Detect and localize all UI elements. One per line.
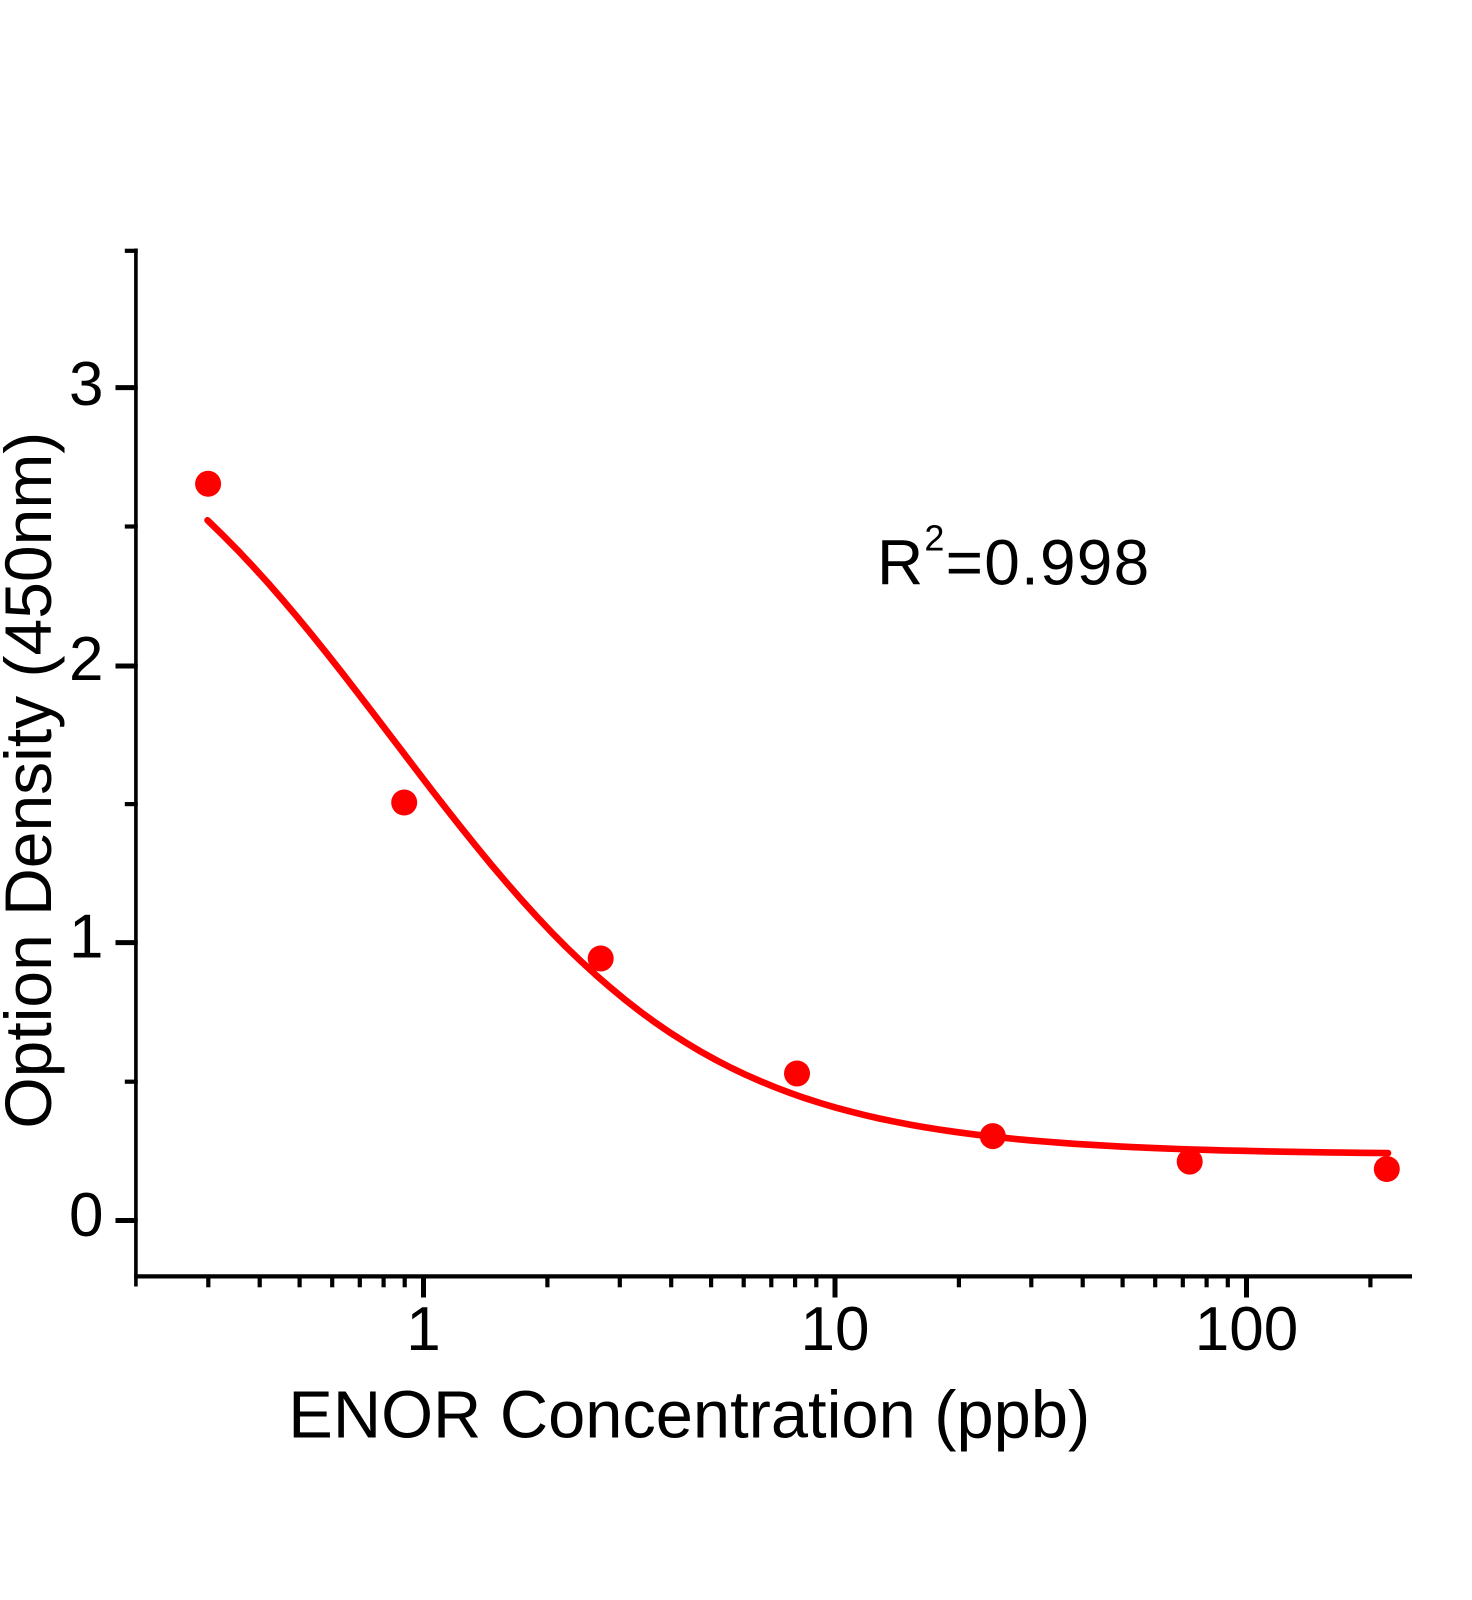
svg-text:1: 1: [69, 903, 103, 972]
svg-text:ENOR Concentration (ppb): ENOR Concentration (ppb): [288, 1379, 1090, 1453]
svg-text:100: 100: [1195, 1295, 1298, 1364]
svg-text:1: 1: [406, 1295, 440, 1364]
svg-text:R2=0.998: R2=0.998: [877, 518, 1150, 599]
svg-text:0: 0: [69, 1181, 103, 1250]
svg-text:3: 3: [69, 350, 103, 419]
svg-text:2: 2: [69, 625, 103, 694]
svg-text:10: 10: [801, 1295, 870, 1364]
svg-text:Option Density (450nm): Option Density (450nm): [0, 432, 65, 1129]
